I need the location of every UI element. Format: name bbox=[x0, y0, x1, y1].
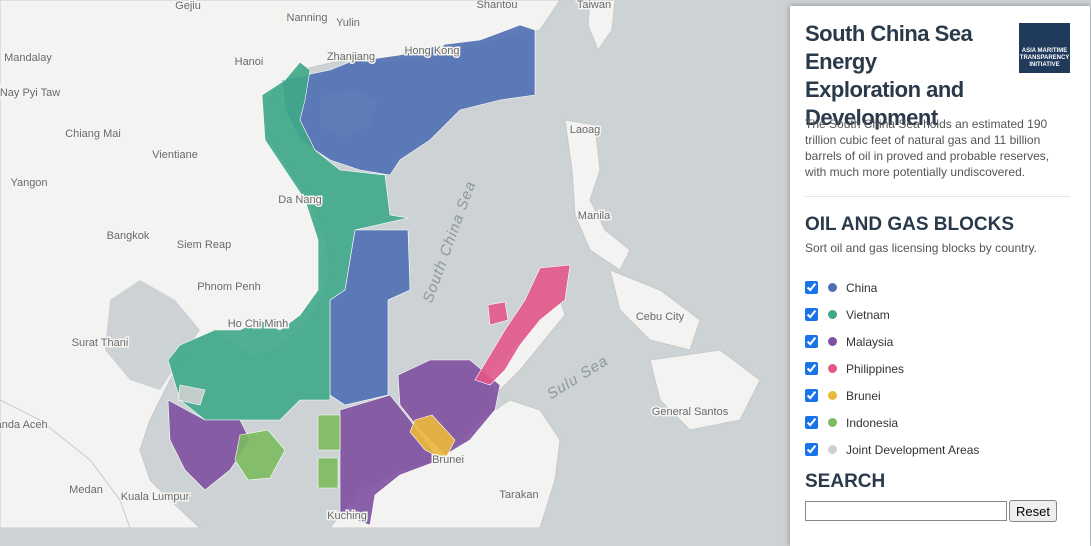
blocks bbox=[167, 24, 571, 526]
legend-dot bbox=[828, 364, 837, 373]
place-label: Zhanjiang bbox=[327, 51, 375, 63]
place-label: Gejiu bbox=[175, 0, 201, 12]
description: The South China Sea holds an estimated 1… bbox=[805, 117, 1050, 179]
legend-dot bbox=[828, 310, 837, 319]
section-title: OIL AND GAS BLOCKS bbox=[805, 214, 1015, 235]
filter-checkbox[interactable] bbox=[805, 335, 818, 348]
place-label: Mandalay bbox=[4, 52, 52, 64]
place-label: Kuala Lumpur bbox=[121, 491, 190, 503]
place-label: Medan bbox=[69, 484, 103, 496]
filter-label: Malaysia bbox=[846, 334, 894, 349]
place-label: Kuching bbox=[327, 510, 367, 522]
place-label: Shantou bbox=[477, 0, 518, 11]
place-label: Nay Pyi Taw bbox=[0, 87, 60, 99]
labels: Gejiu Nanning Yulin Shantou Taiwan Mandalay Ha… bbox=[0, 0, 730, 523]
legend-dot bbox=[828, 391, 837, 400]
filter-checkbox[interactable] bbox=[805, 416, 818, 429]
filter-row: Malaysia bbox=[805, 328, 979, 355]
logo[interactable]: ASIA MARITIME TRANSPARENCY INITIATIVE bbox=[1019, 23, 1070, 73]
block-region bbox=[234, 429, 286, 481]
place-label: Taiwan bbox=[577, 0, 611, 11]
filter-checkbox[interactable] bbox=[805, 389, 818, 402]
visayas bbox=[609, 269, 701, 351]
filter-row: China bbox=[805, 274, 979, 301]
block-region bbox=[474, 264, 571, 386]
panel-title: South China Sea Energy Exploration and D… bbox=[805, 21, 973, 130]
block-region bbox=[317, 414, 341, 451]
filter-list: China Vietnam Malaysia Philippines Brunei Ind… bbox=[805, 274, 979, 463]
filter-label: Vietnam bbox=[846, 307, 890, 322]
place-label: Banda Aceh bbox=[0, 419, 48, 431]
block-region bbox=[409, 414, 456, 461]
taiwan bbox=[587, 0, 616, 52]
filter-label: Indonesia bbox=[846, 415, 899, 430]
legend-dot bbox=[828, 283, 837, 292]
legend-dot bbox=[828, 337, 837, 346]
place-label: Yangon bbox=[10, 177, 47, 189]
sea-label: South China Sea bbox=[420, 179, 480, 305]
search-input[interactable] bbox=[805, 501, 1007, 521]
place-label: General Santos bbox=[652, 406, 729, 418]
place-label: Phnom Penh bbox=[197, 281, 261, 293]
place-label: Manila bbox=[578, 210, 611, 222]
filter-label: Brunei bbox=[846, 388, 881, 403]
legend-dot bbox=[828, 445, 837, 454]
search-title: SEARCH bbox=[805, 471, 886, 492]
block-region bbox=[167, 61, 409, 421]
block-region bbox=[281, 24, 536, 176]
filter-label: China bbox=[846, 280, 878, 295]
filter-checkbox[interactable] bbox=[805, 308, 818, 321]
filter-label: Joint Development Areas bbox=[846, 442, 980, 457]
filter-label: Philippines bbox=[846, 361, 905, 376]
filter-row: Vietnam bbox=[805, 301, 979, 328]
block-region bbox=[487, 301, 509, 326]
reset-button[interactable]: Reset bbox=[1009, 500, 1057, 522]
place-label: Nanning bbox=[287, 12, 328, 24]
place-label: Surat Thani bbox=[72, 337, 129, 349]
separator bbox=[805, 196, 1070, 197]
filter-checkbox[interactable] bbox=[805, 281, 818, 294]
place-label: Ho Chi Minh bbox=[228, 318, 289, 330]
place-label: Hanoi bbox=[235, 56, 264, 68]
sea-label: Sulu Sea bbox=[544, 352, 611, 403]
sumatra bbox=[0, 399, 131, 528]
section-subtitle: Sort oil and gas licensing blocks by cou… bbox=[805, 241, 1037, 255]
place-label: Vientiane bbox=[152, 149, 198, 161]
filter-row: Indonesia bbox=[805, 409, 979, 436]
legend-dot bbox=[828, 418, 837, 427]
place-label: Da Nang bbox=[278, 194, 321, 206]
block-region bbox=[167, 399, 251, 491]
filter-row: Brunei bbox=[805, 382, 979, 409]
mindanao bbox=[649, 349, 761, 431]
place-label: Chiang Mai bbox=[65, 128, 121, 140]
luzon bbox=[564, 119, 631, 271]
place-label: Siem Reap bbox=[177, 239, 231, 251]
filter-row: Joint Development Areas bbox=[805, 436, 979, 463]
filter-checkbox[interactable] bbox=[805, 362, 818, 375]
place-label: Bangkok bbox=[107, 230, 150, 242]
filter-row: Philippines bbox=[805, 355, 979, 382]
filter-checkbox[interactable] bbox=[805, 443, 818, 456]
place-label: Laoag bbox=[570, 124, 601, 136]
block-region bbox=[317, 457, 339, 489]
place-label: Hong Kong bbox=[404, 45, 459, 57]
place-label: Cebu City bbox=[636, 311, 685, 323]
place-label: Brunei bbox=[432, 454, 464, 466]
place-label: Yulin bbox=[336, 17, 360, 29]
block-region bbox=[177, 384, 206, 406]
map: Gejiu Nanning Yulin Shantou Taiwan Mandalay Ha… bbox=[0, 0, 761, 528]
side-panel: South China Sea Energy Exploration and D… bbox=[790, 6, 1090, 546]
place-label: Tarakan bbox=[499, 489, 538, 501]
